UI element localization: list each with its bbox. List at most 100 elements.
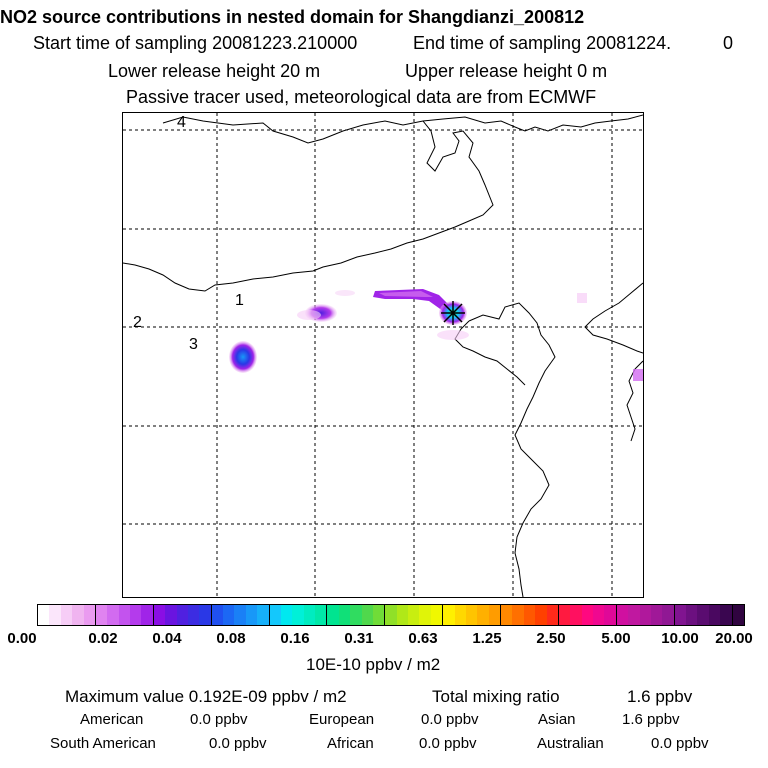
colorbar-swatch	[223, 605, 235, 625]
lat-label-top: 4	[177, 114, 186, 131]
colorbar-swatch	[477, 605, 489, 625]
colorbar-swatch	[107, 605, 119, 625]
colorbar-tick-1: 0.02	[88, 630, 118, 647]
total-mixing-label: Total mixing ratio	[432, 687, 560, 706]
colorbar-swatch	[280, 605, 293, 625]
colorbar-swatch	[268, 605, 281, 625]
plume-patch-faint	[297, 310, 321, 320]
colorbar-swatch	[199, 605, 211, 625]
colorbar-tick-9: 5.00	[601, 630, 631, 647]
colorbar-tick-5: 0.31	[344, 630, 374, 647]
plume-patch-edge	[633, 369, 643, 381]
region-value-american: 0.0 ppbv	[190, 711, 248, 728]
colorbar-units: 10E-10 ppbv / m2	[306, 655, 441, 674]
lower-release-text: Lower release height 20 m	[108, 61, 321, 81]
colorbar-swatch	[546, 605, 558, 625]
colorbar-swatch	[662, 605, 674, 625]
chart-title: NO2 source contributions in nested domai…	[0, 7, 585, 27]
coastline-peninsula	[584, 282, 643, 354]
map-gridlines	[123, 113, 643, 597]
colorbar-swatch	[94, 605, 108, 625]
plume-patch-west	[229, 341, 257, 373]
region-name-australian: Australian	[537, 735, 604, 752]
coastline-bay	[454, 320, 526, 386]
colorbar-swatch	[442, 605, 455, 625]
colorbar-swatch	[523, 605, 536, 625]
region-value-south-american: 0.0 ppbv	[209, 735, 267, 752]
colorbar-swatch	[165, 605, 177, 625]
colorbar-tick-10: 10.00	[661, 630, 699, 647]
colorbar-swatch	[488, 605, 500, 625]
colorbar-swatch	[152, 605, 166, 625]
colorbar-swatch	[384, 605, 397, 625]
colorbar-swatch	[581, 605, 593, 625]
colorbar-swatch	[604, 605, 616, 625]
colorbar-swatch	[615, 605, 629, 625]
colorbar-swatch	[187, 605, 200, 625]
map-boundaries	[123, 114, 643, 597]
colorbar	[37, 604, 745, 626]
region-value-african: 0.0 ppbv	[419, 735, 477, 752]
colorbar-swatch	[639, 605, 651, 625]
upper-release-text: Upper release height 0 m	[405, 61, 608, 81]
region-name-american: American	[80, 711, 144, 728]
colorbar-swatch	[361, 605, 373, 625]
colorbar-swatch	[628, 605, 640, 625]
colorbar-tick-7: 1.25	[472, 630, 502, 647]
end-sampling-text: End time of sampling 20081224.	[413, 33, 672, 53]
plume-patch-faint-2	[335, 290, 355, 296]
colorbar-swatch	[570, 605, 582, 625]
colorbar-swatch	[372, 605, 385, 625]
colorbar-swatch	[210, 605, 223, 625]
colorbar-swatch	[234, 605, 246, 625]
region-value-australian: 0.0 ppbv	[651, 735, 709, 752]
colorbar-swatch	[130, 605, 142, 625]
region-name-european: European	[309, 711, 375, 728]
colorbar-swatch	[697, 605, 709, 625]
colorbar-swatch	[303, 605, 315, 625]
region-name-asian: Asian	[538, 711, 576, 728]
colorbar-swatch	[557, 605, 571, 625]
plume-band-edge	[379, 291, 433, 297]
colorbar-swatch	[49, 605, 61, 625]
colorbar-swatch	[430, 605, 443, 625]
concentration-plume	[229, 289, 643, 381]
colorbar-swatch	[500, 605, 513, 625]
marker-stroke-d2	[443, 303, 463, 323]
colorbar-swatch	[257, 605, 269, 625]
map-canvas: 4 2 1 3	[123, 113, 643, 597]
colorbar-tick-4: 0.16	[280, 630, 310, 647]
tracer-note: Passive tracer used, meteorological data…	[126, 87, 597, 107]
border-north	[162, 114, 643, 144]
colorbar-swatch	[83, 605, 95, 625]
region-name-african: African	[327, 735, 374, 752]
total-mixing-value: 1.6 ppbv	[627, 687, 693, 706]
colorbar-tick-11: 20.00	[715, 630, 753, 647]
receptor-marker	[441, 301, 465, 325]
region-value-european: 0.0 ppbv	[421, 711, 479, 728]
lat-label-mid: 2	[133, 314, 142, 331]
start-sampling-text: Start time of sampling 20081223.210000	[33, 33, 358, 53]
map-panel: 4 2 1 3	[122, 112, 644, 598]
colorbar-swatch	[686, 605, 698, 625]
plume-patch-south	[437, 330, 469, 340]
colorbar-swatch	[245, 605, 258, 625]
colorbar-swatch	[673, 605, 686, 625]
colorbar-swatch	[176, 605, 188, 625]
colorbar-swatch	[419, 605, 431, 625]
region-name-south-american: South American	[50, 735, 156, 752]
colorbar-swatch	[408, 605, 420, 625]
coastline-east	[468, 302, 556, 597]
colorbar-tick-2: 0.04	[152, 630, 182, 647]
colorbar-swatch	[315, 605, 327, 625]
colorbar-swatch	[465, 605, 478, 625]
colorbar-swatch	[141, 605, 153, 625]
colorbar-swatch	[338, 605, 351, 625]
plume-patch-east	[577, 293, 587, 303]
colorbar-swatch	[38, 605, 50, 625]
colorbar-swatch	[292, 605, 304, 625]
colorbar-tick-6: 0.63	[408, 630, 438, 647]
colorbar-swatch	[350, 605, 362, 625]
region-label-1: 1	[235, 292, 244, 309]
colorbar-swatch	[60, 605, 73, 625]
